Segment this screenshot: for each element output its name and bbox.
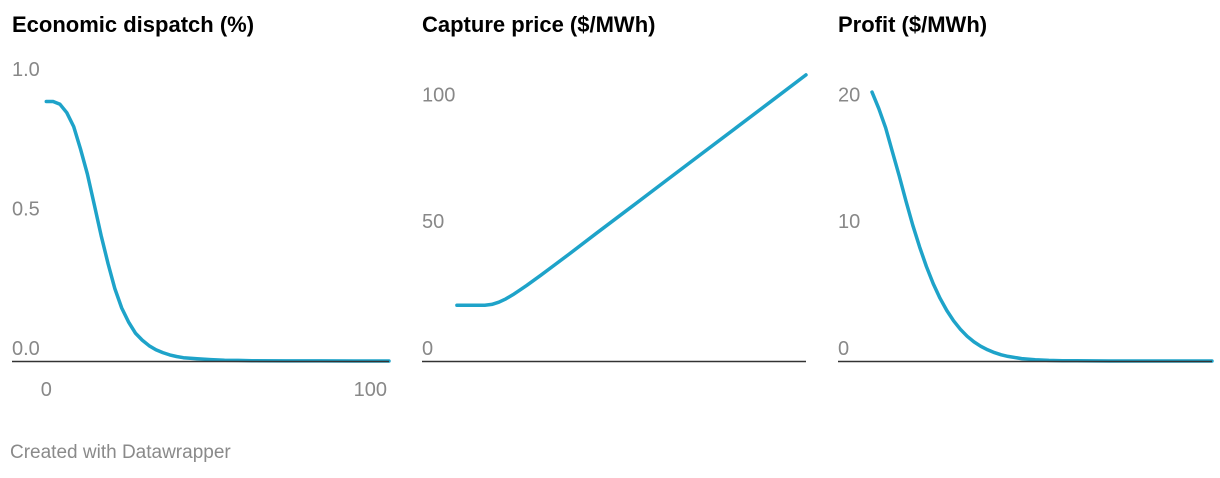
chart-3: 0 10 20 [838,84,1214,363]
chart-3-ytick-10: 10 [838,211,860,233]
chart-1-series-line [44,99,391,363]
chart-2-ytick-100: 100 [422,84,455,106]
chart-1-xtick-0: 0 [41,379,52,401]
chart-3-ytick-0: 0 [838,338,849,360]
datawrapper-credit: Created with Datawrapper [10,442,231,463]
chart-2-ytick-50: 50 [422,211,444,233]
chart-3-ytick-20: 20 [838,84,860,106]
chart-1-ytick-0.5: 0.5 [12,199,40,221]
chart-3-series-line [870,90,1214,363]
chart-1-ytick-0.0: 0.0 [12,338,40,360]
charts-svg: 0.0 0.5 1.0 0 100 0 50 100 0 10 20 [12,59,1214,401]
chart-2-ytick-0: 0 [422,338,433,360]
chart-1-ytick-1.0: 1.0 [12,59,40,81]
chart-1: 0.0 0.5 1.0 0 100 [12,59,391,401]
chart-2-series-line [455,73,808,307]
chart-1-xtick-100: 100 [354,379,387,401]
chart-2-title: Capture price ($/MWh) [422,12,656,37]
chart-1-title: Economic dispatch (%) [12,12,255,37]
chart-3-title: Profit ($/MWh) [838,12,988,37]
chart-2: 0 50 100 [422,73,808,363]
